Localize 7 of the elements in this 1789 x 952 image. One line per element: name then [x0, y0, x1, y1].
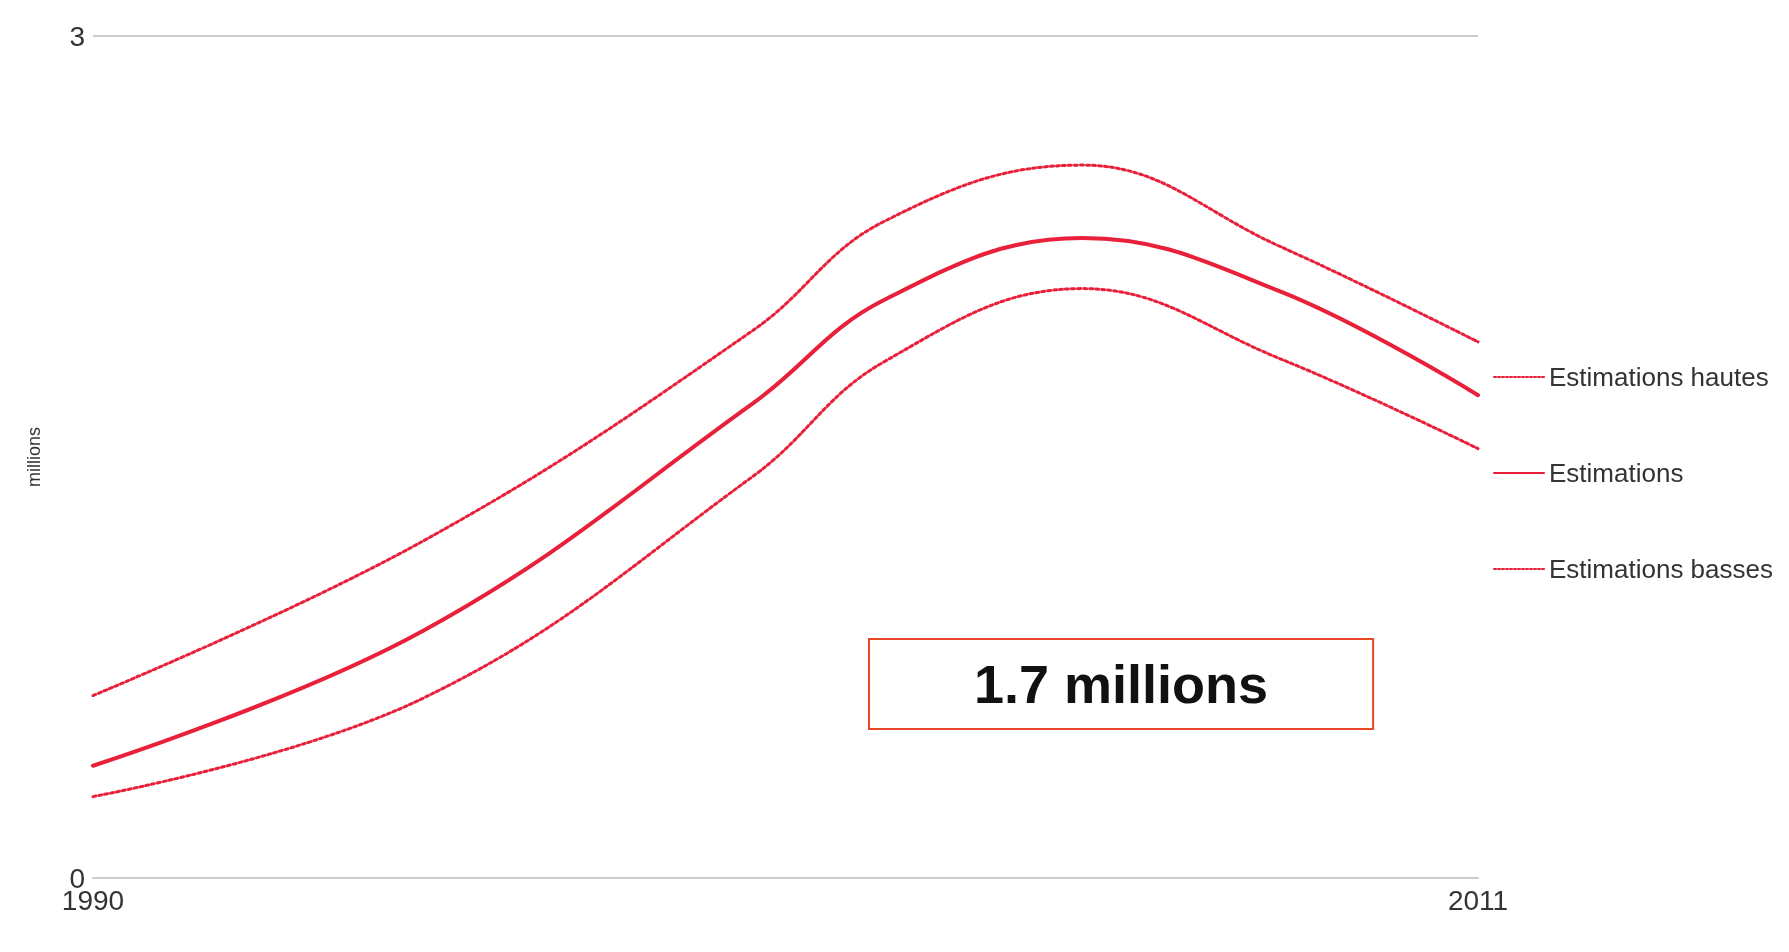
- x-tick-label: 2011: [1447, 884, 1509, 916]
- legend-label: Estimations hautes: [1549, 362, 1769, 392]
- legend-label: Estimations basses: [1549, 554, 1773, 584]
- legend-label: Estimations: [1549, 458, 1684, 488]
- y-tick-label: 3: [69, 20, 85, 52]
- y-axis-title: millions: [24, 426, 44, 488]
- annotation: 1.7 millions: [974, 654, 1269, 714]
